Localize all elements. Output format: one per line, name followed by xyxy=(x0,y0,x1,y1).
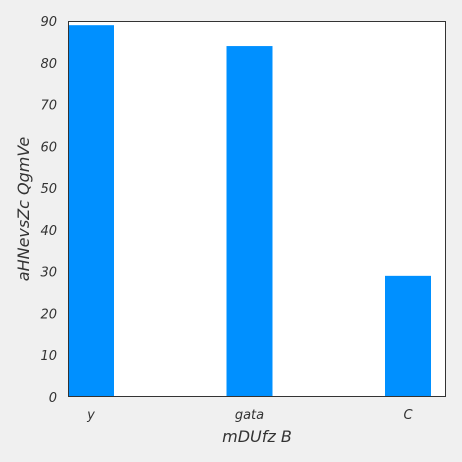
y-tick-label: 10 xyxy=(40,349,57,364)
y-tick-label: 90 xyxy=(40,15,57,30)
y-tick-label: 50 xyxy=(40,182,57,197)
y-tick-label: 20 xyxy=(40,307,57,322)
x-tick-label: y xyxy=(86,408,95,423)
x-tick-label: C xyxy=(403,408,413,423)
y-tick-label: 60 xyxy=(40,140,57,155)
bar-y xyxy=(68,25,114,398)
bar-C xyxy=(385,275,431,397)
x-tick-labels: y gata C xyxy=(86,408,413,423)
x-axis-title: mDUfz B xyxy=(222,427,292,446)
bar-gata xyxy=(226,46,273,398)
y-tick-label: 30 xyxy=(40,266,57,281)
x-tick-label: gata xyxy=(235,408,264,423)
bars-group xyxy=(68,25,431,398)
y-tick-label: 0 xyxy=(49,391,57,406)
y-tick-label: 80 xyxy=(40,57,57,72)
y-tick-label: 40 xyxy=(40,224,57,239)
plot-frame xyxy=(68,21,446,397)
y-tick-labels: 0 10 20 30 40 50 60 70 80 90 xyxy=(40,15,57,406)
y-axis-title: aHNevsZc QgmVe xyxy=(14,137,33,282)
y-tick-label: 70 xyxy=(40,99,57,114)
